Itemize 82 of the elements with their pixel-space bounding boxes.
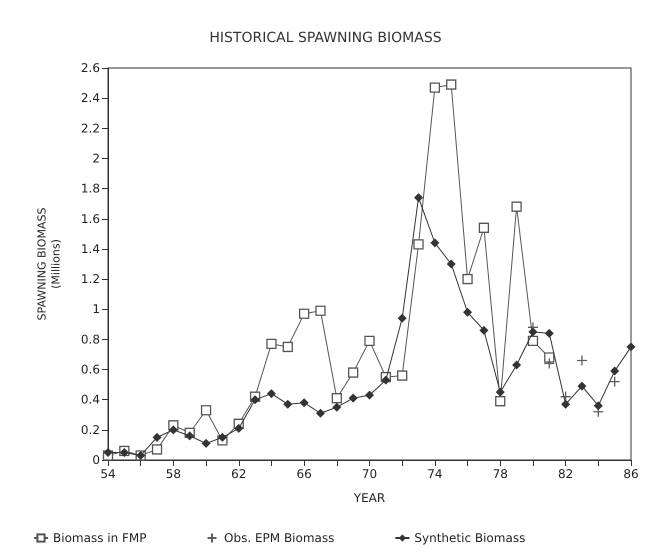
point: [250, 395, 260, 404]
y-axis-title: SPAWNING BIOMASS (Millions): [36, 208, 62, 320]
point: [168, 425, 178, 434]
y-tick-label: 0.2: [80, 422, 100, 437]
point: [152, 432, 162, 442]
point: [544, 352, 554, 363]
chart-title: HISTORICAL SPAWNING BIOMASS: [209, 30, 442, 46]
point: [332, 393, 342, 404]
point: [381, 376, 390, 385]
point: [478, 222, 490, 233]
y-tick-label: 2: [92, 151, 100, 166]
point: [544, 328, 554, 338]
point: [561, 400, 570, 409]
point: [332, 402, 342, 412]
point: [462, 274, 473, 284]
point: [185, 431, 194, 440]
point: [348, 394, 358, 403]
x-tick-label: 86: [623, 467, 639, 481]
legend-label: Obs. EPM Biomass: [224, 531, 334, 545]
y-tick-label: 1.2: [80, 272, 100, 286]
point: [298, 308, 310, 319]
x-tick-label: 70: [362, 467, 378, 481]
point: [496, 388, 505, 397]
y-tick-label: 1.6: [80, 212, 100, 226]
y-tick-label: 2.6: [80, 61, 100, 75]
y-tick-label: 0: [92, 453, 100, 467]
point: [283, 400, 292, 409]
point: [512, 360, 522, 370]
point: [397, 370, 408, 381]
point: [315, 306, 326, 316]
point: [430, 82, 440, 93]
point: [266, 389, 276, 398]
point: [364, 336, 375, 346]
point: [446, 79, 456, 90]
x-tick-label: 82: [558, 467, 574, 481]
y-tick-label: 1.8: [80, 182, 100, 196]
point: [528, 327, 538, 336]
point: [446, 260, 456, 268]
point: [202, 438, 211, 448]
point: [610, 366, 620, 376]
y-tick-label: 0.4: [80, 392, 100, 407]
point: [316, 408, 325, 418]
y-tick-label: 2.4: [80, 91, 100, 106]
x-tick-label: 78: [492, 467, 508, 481]
x-tick-label: 54: [100, 467, 116, 481]
point: [511, 202, 522, 212]
point: [495, 396, 506, 406]
point: [414, 193, 424, 202]
legend-label: Biomass in FMP: [53, 531, 147, 545]
point: [152, 444, 162, 455]
legend-label: Synthetic Biomass: [414, 531, 526, 545]
y-tick-label: 0.6: [80, 362, 100, 377]
x-tick-label: 74: [427, 467, 443, 481]
point: [104, 448, 112, 457]
x-tick-label: 62: [231, 467, 246, 481]
point: [544, 358, 555, 370]
point: [430, 238, 440, 248]
point: [528, 336, 538, 346]
point: [609, 376, 620, 388]
point: [200, 405, 212, 416]
x-tick-label: 58: [166, 467, 182, 481]
x-tick-label: 66: [296, 467, 312, 481]
y-tick-label: 1: [92, 302, 100, 316]
point: [463, 308, 472, 317]
y-tick-label: 2.2: [80, 121, 100, 136]
point: [300, 398, 309, 408]
point: [365, 390, 374, 400]
point: [282, 342, 293, 352]
point: [398, 314, 407, 323]
point: [348, 367, 358, 378]
point: [266, 338, 277, 350]
point: [626, 342, 636, 352]
point: [479, 326, 488, 335]
point: [413, 239, 424, 250]
point: [594, 401, 603, 410]
point: [576, 354, 588, 366]
point: [577, 382, 586, 391]
x-axis-title: YEAR: [352, 491, 386, 505]
y-tick-label: 0.8: [80, 332, 100, 346]
point: [218, 432, 227, 442]
y-tick-label: 1.4: [80, 242, 100, 256]
point: [234, 424, 244, 433]
